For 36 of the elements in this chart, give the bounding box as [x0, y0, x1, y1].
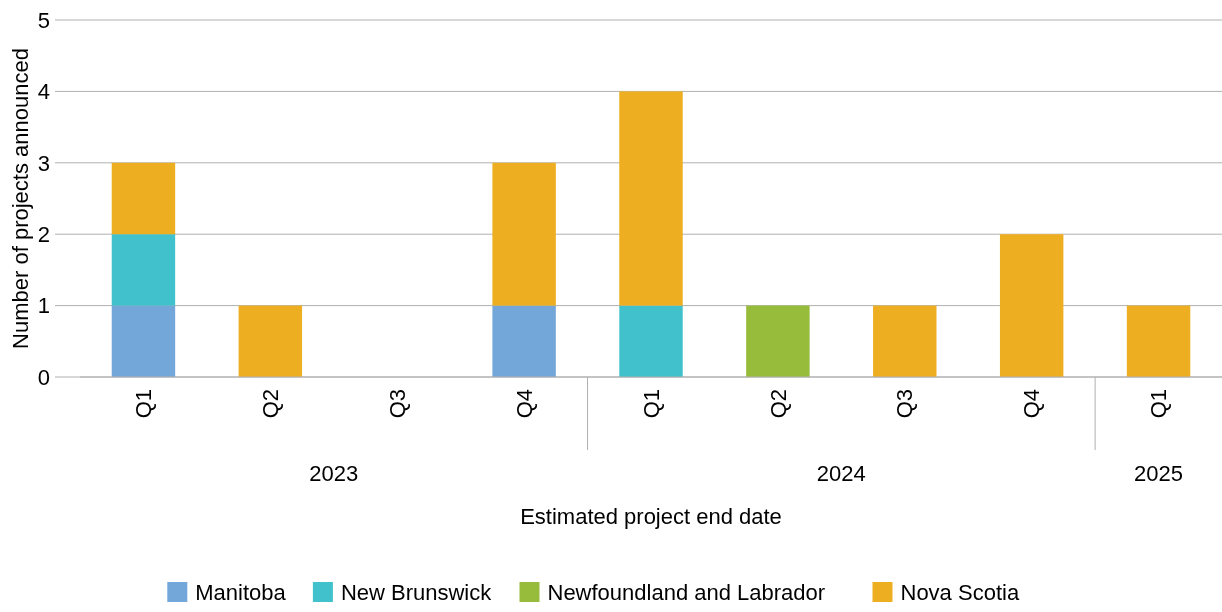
text: 2024 [816, 461, 866, 486]
legend-label: New Brunswick [340, 580, 493, 605]
y-axis-title: Number of projects announced [8, 48, 33, 349]
legend-label: Nova Scotia [900, 580, 1020, 605]
x-tick-label: Q2 [765, 389, 791, 419]
bar [619, 305, 683, 377]
legend-label: Manitoba [195, 580, 287, 605]
text: 2023 [309, 461, 359, 486]
y-tick-label: 2 [37, 221, 50, 247]
bar [492, 162, 556, 306]
x-tick-label: Q3 [384, 389, 410, 419]
bar [111, 305, 176, 377]
y-tick-label: 1 [37, 293, 50, 319]
y-tick-label: 0 [37, 364, 50, 390]
x-tick-label: Q3 [892, 389, 918, 419]
x-tick-label: Q4 [511, 389, 537, 419]
bar [111, 234, 176, 306]
y-tick-label: 3 [37, 150, 50, 176]
x-tick-label: Q1 [131, 389, 157, 419]
bar [492, 305, 556, 377]
x-tick-label: Q2 [258, 389, 284, 419]
bar [111, 162, 176, 235]
bar [999, 234, 1064, 377]
x-axis-title: Estimated project end date [520, 504, 782, 529]
bar [1126, 305, 1191, 377]
legend-label: Newfoundland and Labrador [547, 580, 826, 605]
x-tick-label: Q4 [1019, 389, 1045, 419]
y-tick-label: 5 [37, 7, 50, 33]
x-tick-label: Q1 [638, 389, 664, 419]
bar [619, 91, 683, 306]
bar [238, 305, 303, 377]
y-tick-label: 4 [37, 79, 50, 105]
text: 2025 [1134, 461, 1184, 486]
x-tick-label: Q1 [1146, 389, 1172, 419]
bar [873, 305, 937, 377]
bar [746, 305, 810, 377]
